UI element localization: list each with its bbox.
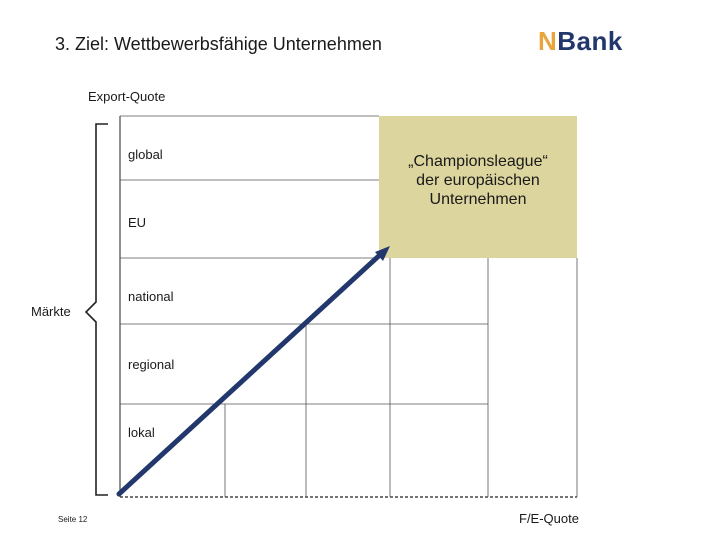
logo-bank: Bank (557, 26, 623, 56)
level-global: global (128, 147, 163, 162)
growth-arrow (116, 250, 385, 497)
nbank-logo: NBank (538, 26, 623, 57)
champions-line-3: Unternehmen (429, 191, 527, 208)
logo-n: N (538, 26, 558, 56)
x-axis-label: F/E-Quote (519, 511, 579, 526)
level-eu: EU (128, 215, 147, 230)
maerkte-bracket (84, 123, 108, 496)
level-national: national (128, 289, 174, 304)
level-lokal: lokal (128, 425, 155, 440)
level-regional: regional (128, 357, 175, 372)
bracket-label: Märkte (31, 304, 71, 319)
growth-arrow-head (375, 246, 390, 261)
champions-text: „Championsleague“ der europäischen Unter… (379, 152, 577, 209)
y-axis-label: Export-Quote (88, 89, 166, 104)
champions-highlight-box (379, 116, 577, 258)
page-number: Seite 12 (58, 515, 88, 524)
champions-line-1: „Championsleague“ (408, 153, 548, 170)
champions-line-2: der europäischen (416, 172, 540, 189)
page-title: 3. Ziel: Wettbewerbsfähige Unternehmen (55, 34, 382, 54)
